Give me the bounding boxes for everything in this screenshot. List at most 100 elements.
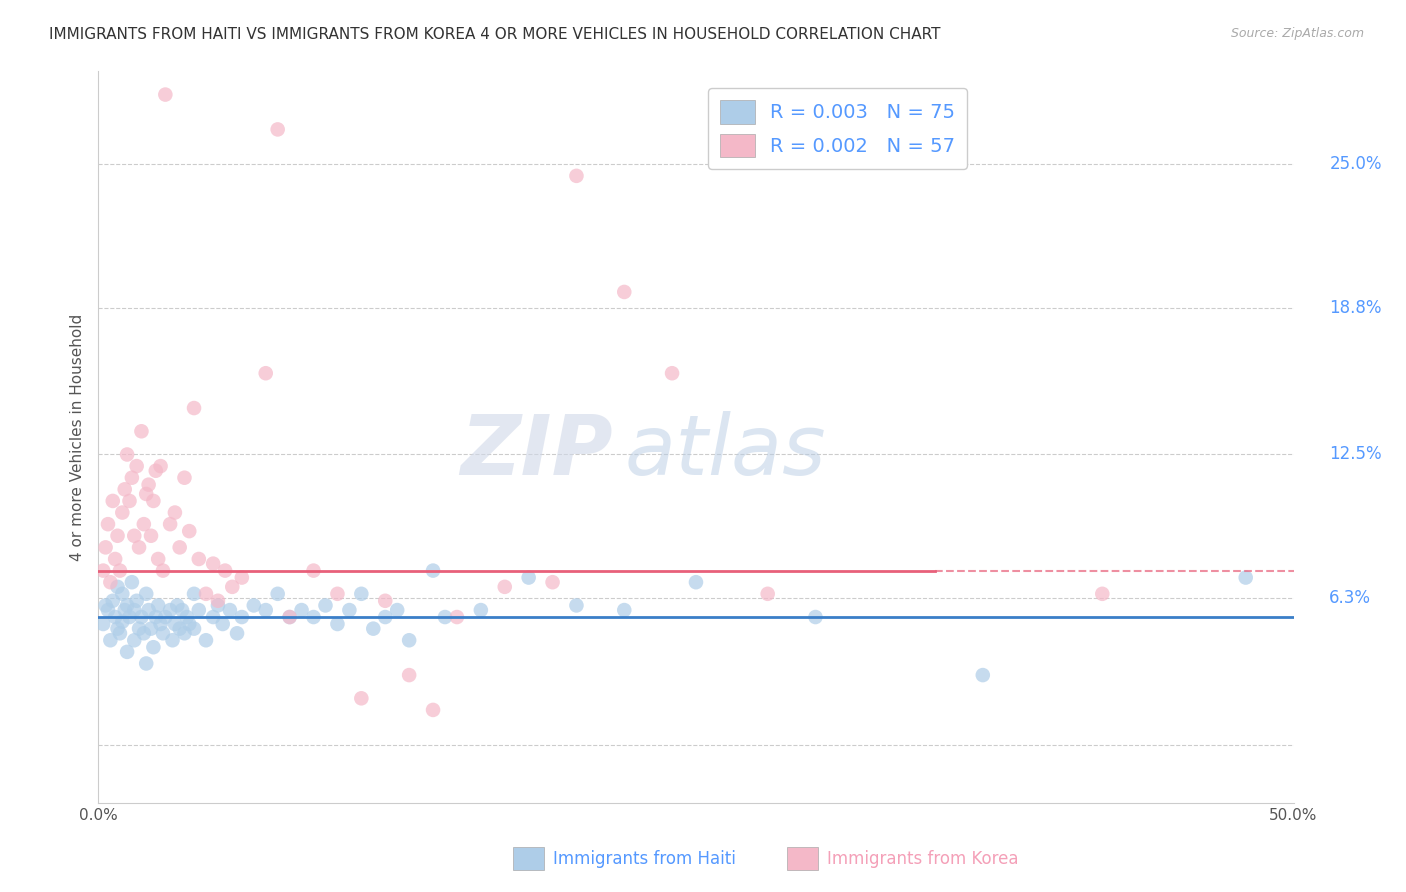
Point bbox=[101, 594, 124, 608]
Point bbox=[166, 599, 188, 613]
Point bbox=[202, 610, 225, 624]
Point bbox=[159, 603, 181, 617]
Point bbox=[101, 494, 124, 508]
Point bbox=[97, 603, 120, 617]
Point bbox=[107, 580, 129, 594]
Legend: R = 0.003   N = 75, R = 0.002   N = 57: R = 0.003 N = 75, R = 0.002 N = 57 bbox=[709, 88, 967, 169]
Point bbox=[152, 626, 174, 640]
Point bbox=[128, 622, 150, 636]
Point bbox=[172, 603, 194, 617]
Point bbox=[219, 603, 242, 617]
Point bbox=[226, 626, 249, 640]
Point bbox=[179, 617, 201, 632]
Point bbox=[398, 633, 420, 648]
Text: IMMIGRANTS FROM HAITI VS IMMIGRANTS FROM KOREA 4 OR MORE VEHICLES IN HOUSEHOLD C: IMMIGRANTS FROM HAITI VS IMMIGRANTS FROM… bbox=[49, 27, 941, 42]
Point bbox=[162, 633, 184, 648]
Point bbox=[613, 285, 636, 299]
Point bbox=[139, 529, 162, 543]
Point bbox=[565, 169, 588, 183]
Point bbox=[139, 622, 162, 636]
Point bbox=[108, 564, 131, 578]
Point bbox=[494, 580, 516, 594]
Point bbox=[132, 626, 155, 640]
Point bbox=[183, 587, 205, 601]
Point bbox=[211, 617, 233, 632]
Point bbox=[142, 640, 165, 655]
Point bbox=[254, 603, 277, 617]
Point bbox=[118, 494, 141, 508]
Point bbox=[176, 610, 198, 624]
Point bbox=[187, 603, 209, 617]
Point bbox=[756, 587, 779, 601]
Text: Immigrants from Korea: Immigrants from Korea bbox=[827, 850, 1018, 868]
Point bbox=[422, 564, 444, 578]
Point bbox=[326, 617, 349, 632]
Point bbox=[326, 587, 349, 601]
Point bbox=[114, 603, 136, 617]
Point bbox=[385, 603, 409, 617]
Point bbox=[339, 603, 361, 617]
Point bbox=[183, 401, 205, 415]
Point bbox=[121, 471, 143, 485]
Point bbox=[685, 575, 707, 590]
Point bbox=[124, 529, 146, 543]
Text: ZIP: ZIP bbox=[460, 411, 613, 492]
Text: 12.5%: 12.5% bbox=[1330, 445, 1382, 464]
Point bbox=[163, 506, 186, 520]
Point bbox=[169, 541, 191, 555]
Point bbox=[111, 615, 134, 629]
Point bbox=[111, 506, 134, 520]
Point bbox=[135, 587, 157, 601]
Point bbox=[374, 610, 396, 624]
Point bbox=[111, 587, 134, 601]
Point bbox=[1091, 587, 1114, 601]
Point bbox=[115, 645, 138, 659]
Point bbox=[145, 464, 167, 478]
Point bbox=[118, 610, 141, 624]
Point bbox=[124, 633, 146, 648]
Point bbox=[135, 487, 157, 501]
Point bbox=[104, 610, 127, 624]
Point bbox=[661, 366, 683, 380]
Point bbox=[291, 603, 314, 617]
Point bbox=[131, 424, 153, 438]
Point bbox=[107, 622, 129, 636]
Point bbox=[148, 599, 170, 613]
Text: atlas: atlas bbox=[624, 411, 825, 492]
Text: 25.0%: 25.0% bbox=[1330, 155, 1382, 173]
Point bbox=[152, 564, 174, 578]
Point bbox=[398, 668, 420, 682]
Point bbox=[121, 575, 143, 590]
Point bbox=[278, 610, 301, 624]
Point bbox=[374, 594, 396, 608]
Text: Source: ZipAtlas.com: Source: ZipAtlas.com bbox=[1230, 27, 1364, 40]
Point bbox=[267, 587, 290, 601]
Point bbox=[446, 610, 468, 624]
Point bbox=[470, 603, 492, 617]
Point bbox=[145, 610, 167, 624]
Point bbox=[422, 703, 444, 717]
Point bbox=[434, 610, 457, 624]
Point bbox=[267, 122, 290, 136]
Point bbox=[231, 570, 253, 584]
Point bbox=[115, 448, 138, 462]
Point bbox=[363, 622, 385, 636]
Point bbox=[138, 603, 160, 617]
Point bbox=[231, 610, 253, 624]
Point bbox=[155, 87, 177, 102]
Point bbox=[128, 541, 150, 555]
Point bbox=[114, 483, 136, 497]
Point bbox=[207, 599, 229, 613]
Point bbox=[517, 570, 540, 584]
Point bbox=[97, 517, 120, 532]
Point bbox=[98, 633, 122, 648]
Point bbox=[187, 552, 209, 566]
Point bbox=[207, 594, 229, 608]
Point bbox=[1234, 570, 1257, 584]
Point bbox=[302, 610, 325, 624]
Point bbox=[94, 599, 117, 613]
Point bbox=[565, 599, 588, 613]
Y-axis label: 4 or more Vehicles in Household: 4 or more Vehicles in Household bbox=[69, 313, 84, 561]
Point bbox=[125, 594, 148, 608]
Point bbox=[155, 610, 177, 624]
